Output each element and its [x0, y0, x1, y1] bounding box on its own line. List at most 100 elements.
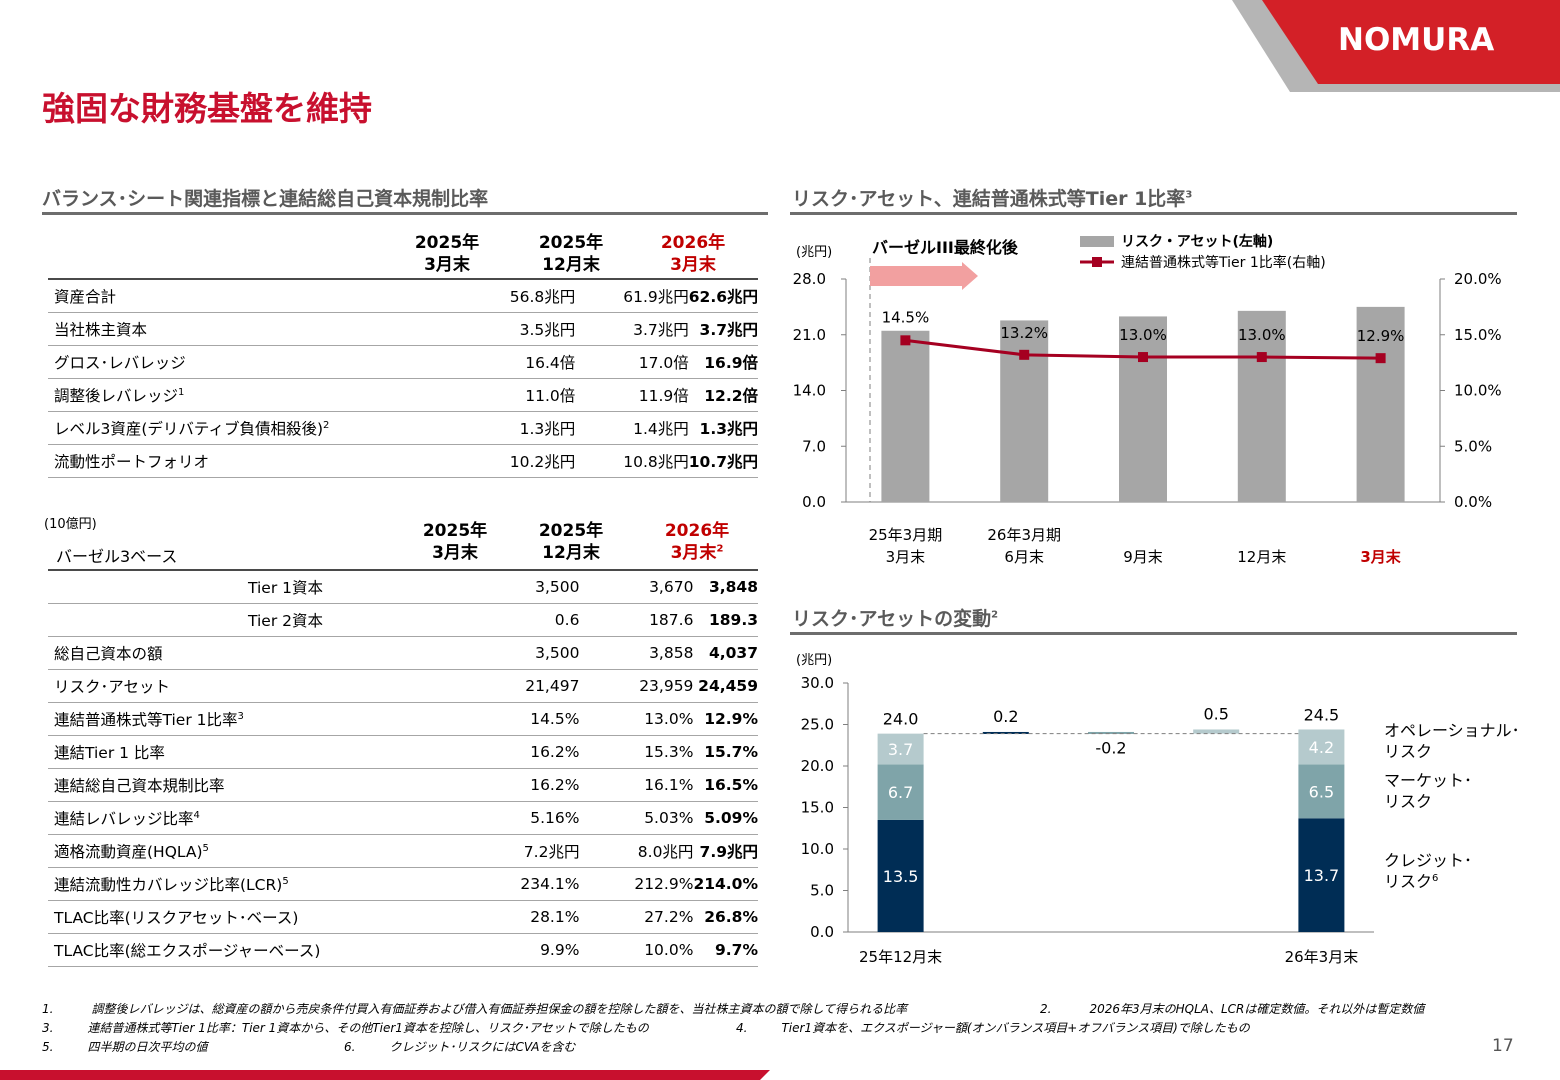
basel-cell-3: 24,459 [693, 669, 758, 703]
bs-col-header-2: 2025年 12月末 [538, 233, 604, 275]
basel-row: 連結総自己資本規制比率 16.2% 16.1% 16.5% [48, 768, 758, 802]
chart1-x-label-line2: 3月末 [1360, 548, 1401, 566]
basel-row-label: Tier 2資本 [48, 603, 407, 637]
chart1-y-unit: (兆円) [796, 245, 832, 260]
chart1-right-tick-label: 20.0% [1454, 270, 1502, 288]
bs-row: グロス･レバレッジ 16.4倍 17.0倍 16.9倍 [48, 345, 758, 379]
basel-cell-2: 23,959 [579, 669, 694, 703]
chart2-section-rule [790, 632, 1517, 635]
basel-final-arrow [870, 262, 978, 290]
bs-cell-2: 3.7兆円 [575, 312, 689, 346]
bs-cell-3: 16.9倍 [688, 345, 758, 379]
nomura-logo: NOMURA [1338, 22, 1495, 58]
basel-row-label: 連結レバレッジ比率4 [48, 801, 407, 835]
change-label: 0.5 [1203, 704, 1228, 723]
chart1-left-tick-label: 0.0 [802, 493, 826, 511]
bs-cell-2: 61.9兆円 [575, 278, 689, 313]
basel-cell-1: 21,497 [406, 669, 580, 703]
footnote-3: 3. 連結普通株式等Tier 1比率：Tier 1資本から、その他Tier1資本を… [42, 1021, 649, 1035]
chart2-tick-label: 0.0 [810, 923, 834, 941]
chart1-x-label-line2: 3月末 [886, 548, 926, 566]
basel-row: TLAC比率(総エクスポージャーベース) 9.9% 10.0% 9.7% [48, 933, 758, 967]
bs-cell-1: 10.2兆円 [405, 444, 576, 478]
chart2-tick-label: 25.0 [801, 716, 834, 734]
basel-cell-2: 27.2% [579, 900, 694, 934]
bs-cell-3: 10.7兆円 [688, 444, 758, 478]
bs-cell-3: 62.6兆円 [688, 278, 758, 313]
bs-section-title: バランス･シート関連指標と連結総自己資本規制比率 [42, 188, 489, 210]
basel-cell-2: 16.1% [579, 768, 694, 802]
basel-row-label: Tier 1資本 [48, 569, 407, 604]
basel-row: 適格流動資産(HQLA)5 7.2兆円 8.0兆円 7.9兆円 [48, 834, 758, 868]
cet1-ratio-label: 13.0% [1238, 326, 1286, 344]
start-stack-x-label: 25年12月末 [859, 948, 942, 966]
basel-row-label: 適格流動資産(HQLA)5 [48, 834, 407, 868]
basel-row: TLAC比率(リスクアセット･ベース) 28.1% 27.2% 26.8% [48, 900, 758, 934]
basel-row: 総自己資本の額 3,500 3,858 4,037 [48, 636, 758, 670]
basel-row-label: TLAC比率(総エクスポージャーベース) [48, 933, 407, 967]
side-label-credit: クレジット･リスク6 [1384, 851, 1472, 891]
end-stack-segment-label: 6.5 [1309, 782, 1334, 801]
footnote-2: 2. 2026年3月末のHQLA、LCRは確定数値。それ以外は暫定数値 [1040, 1002, 1425, 1016]
basel-cell-1: 7.2兆円 [406, 834, 580, 868]
start-stack-segment-label: 6.7 [888, 783, 913, 802]
footnote-5: 5. 四半期の日次平均の値 [42, 1040, 208, 1054]
chart1-x-label-line2: 6月末 [1004, 548, 1044, 566]
bs-row-label: レベル3資産(デリバティブ負債相殺後)2 [48, 411, 406, 445]
footnote-6: 6. クレジット･リスクにはCVAを含む [344, 1040, 576, 1054]
bs-row-label: 資産合計 [48, 278, 406, 313]
basel-cell-2: 187.6 [579, 603, 694, 637]
bs-cell-2: 1.4兆円 [575, 411, 689, 445]
end-stack-segment-label: 13.7 [1304, 866, 1340, 885]
basel-row: 連結普通株式等Tier 1比率3 14.5% 13.0% 12.9% [48, 702, 758, 736]
bs-row: 調整後レバレッジ1 11.0倍 11.9倍 12.2倍 [48, 378, 758, 412]
chart2-tick-label: 15.0 [801, 799, 834, 817]
chart2-tick-label: 30.0 [801, 674, 834, 692]
bs-cell-2: 10.8兆円 [575, 444, 689, 478]
basel-final-annotation: バーゼルIII最終化後 [872, 238, 1019, 257]
change-label: -0.2 [1095, 739, 1126, 758]
footnote-4: 4. Tier1資本を、エクスポージャー額(オンバランス項目+オフバランス項目)で… [736, 1021, 1250, 1035]
basel-cell-3: 9.7% [693, 933, 758, 967]
chart1-x-label-line2: 9月末 [1123, 548, 1163, 566]
basel-cell-3: 26.8% [693, 900, 758, 934]
basel-cell-3: 7.9兆円 [693, 834, 758, 868]
bs-cell-1: 16.4倍 [405, 345, 576, 379]
basel-cell-1: 28.1% [406, 900, 580, 934]
change-bar [1193, 729, 1240, 734]
end-stack-segment [1298, 818, 1345, 932]
end-stack-segment-label: 4.2 [1309, 738, 1334, 757]
basel-cell-1: 0.6 [406, 603, 580, 637]
chart2-tick-label: 5.0 [810, 882, 834, 900]
cet1-ratio-point [1019, 349, 1030, 360]
basel-cell-1: 16.2% [406, 768, 580, 802]
end-stack-x-label: 26年3月末 [1285, 948, 1359, 966]
start-stack-segment-label: 3.7 [888, 740, 913, 759]
chart1-x-label-line1: 25年3月期 [869, 526, 943, 544]
cet1-ratio-point [1375, 353, 1386, 364]
basel-row: 連結レバレッジ比率4 5.16% 5.03% 5.09% [48, 801, 758, 835]
start-stack-segment [877, 764, 924, 820]
chart1-right-tick-label: 10.0% [1454, 382, 1502, 400]
bs-cell-2: 17.0倍 [575, 345, 689, 379]
bs-cell-1: 56.8兆円 [405, 278, 576, 313]
chart1-right-tick-label: 5.0% [1454, 437, 1492, 455]
bs-col-header-1: 2025年 3月末 [414, 233, 480, 275]
chart1-right-tick-label: 0.0% [1454, 493, 1492, 511]
bs-cell-3: 12.2倍 [688, 378, 758, 412]
basel-cell-1: 3,500 [406, 569, 580, 604]
bs-row-label: 流動性ポートフォリオ [48, 444, 406, 478]
chart2-y-unit: (兆円) [796, 653, 832, 668]
cet1-ratio-label: 14.5% [882, 308, 930, 326]
basel-cell-1: 14.5% [406, 702, 580, 736]
basel-cell-3: 5.09% [693, 801, 758, 835]
basel-row: リスク･アセット 21,497 23,959 24,459 [48, 669, 758, 703]
bs-row: レベル3資産(デリバティブ負債相殺後)2 1.3兆円 1.4兆円 1.3兆円 [48, 411, 758, 445]
end-stack-segment [1298, 764, 1345, 819]
basel-cell-2: 5.03% [579, 801, 694, 835]
basel-unit: (10億円) [44, 517, 97, 532]
basel-row: 連結流動性カバレッジ比率(LCR)5 234.1% 212.9% 214.0% [48, 867, 758, 901]
